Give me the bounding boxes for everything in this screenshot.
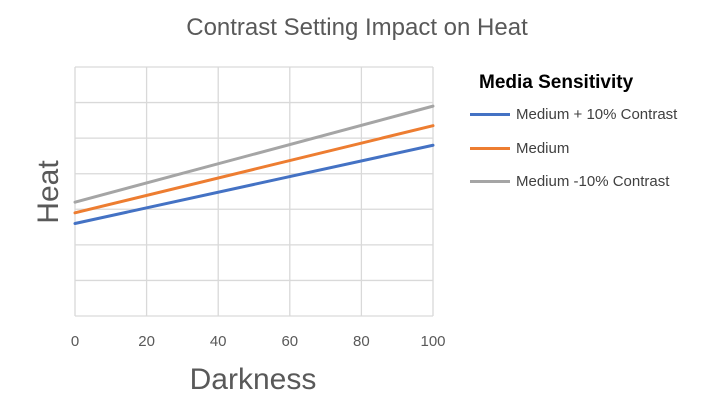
legend-item: Medium (470, 132, 705, 166)
x-tick-label: 40 (210, 333, 227, 350)
x-tick-label: 100 (420, 333, 445, 350)
gridlines (74, 66, 434, 317)
y-axis-label: Heat (32, 160, 65, 224)
series-lines (73, 104, 435, 226)
legend-label: Medium + 10% Contrast (516, 106, 678, 124)
x-tick-label: 0 (71, 333, 79, 350)
legend-swatch-gray (470, 180, 510, 184)
x-tick-label: 60 (281, 333, 298, 350)
series-line (73, 143, 435, 226)
x-tick-label: 80 (353, 333, 370, 350)
legend-item: Medium + 10% Contrast (470, 98, 705, 132)
legend-swatch-orange (470, 146, 510, 150)
chart-title: Contrast Setting Impact on Heat (186, 14, 528, 41)
x-axis-label: Darkness (190, 363, 317, 396)
series-line (73, 104, 435, 204)
legend-label: Medium (516, 139, 570, 157)
x-tick-labels: 0 20 40 60 80 100 (71, 333, 446, 350)
legend-item: Medium -10% Contrast (470, 165, 705, 199)
legend-title: Media Sensitivity (479, 72, 634, 93)
legend-swatch-blue (470, 113, 510, 117)
series-line (73, 124, 435, 215)
legend-label: Medium -10% Contrast (516, 173, 670, 191)
legend: Media Sensitivity Medium + 10% Contrast … (470, 68, 705, 199)
x-tick-label: 20 (138, 333, 155, 350)
